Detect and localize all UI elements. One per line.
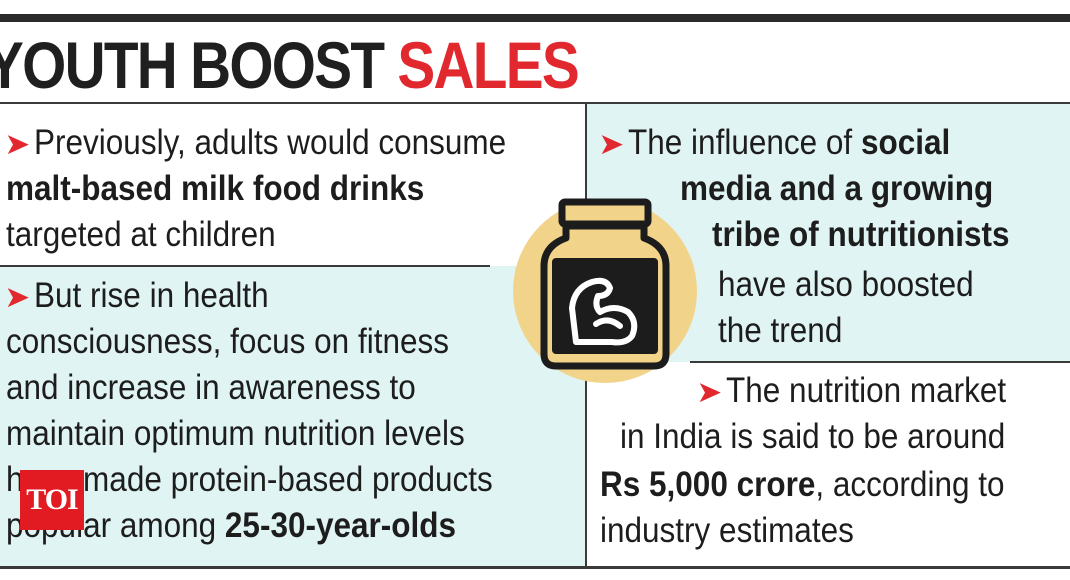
point3-line4: have also boosted [718, 265, 974, 304]
point3-line3: tribe of nutritionists [712, 215, 1010, 254]
left-row-divider [0, 265, 490, 267]
point4-line2: in India is said to be around [620, 417, 1006, 456]
arrow-bullet-icon: ➤ [598, 128, 625, 161]
arrow-bullet-icon: ➤ [4, 128, 31, 161]
point1-line1: ➤ Previously, adults would consume [4, 120, 506, 168]
point4-line1: ➤ The nutrition market [696, 368, 1006, 416]
point1-line2: malt-based milk food drinks [6, 169, 425, 208]
point2-line4: maintain optimum nutrition levels [6, 414, 465, 453]
point3-line2: media and a growing [680, 169, 994, 208]
panel-market-size [587, 362, 1070, 566]
protein-jar-icon [510, 196, 700, 386]
panel-previous-consumption [0, 104, 585, 266]
point2-line2: consciousness, focus on fitness [6, 322, 449, 361]
point2-line1: ➤ But rise in health [4, 273, 269, 321]
headline: YOUTH BOOST SALES [0, 28, 580, 102]
point3-line1: ➤ The influence of social [598, 120, 950, 168]
title-rule [0, 102, 1070, 104]
flexed-arm-icon [569, 277, 638, 346]
bottom-rule [0, 566, 1070, 569]
point2-line5: have made protein-based products [6, 460, 493, 499]
arrow-bullet-icon: ➤ [696, 376, 723, 409]
point2-line3: and increase in awareness to [6, 368, 416, 407]
headline-main: YOUTH BOOST [0, 28, 385, 102]
toi-logo: TOI [20, 470, 84, 530]
point1-line3: targeted at children [6, 215, 276, 254]
point4-line4: industry estimates [600, 511, 854, 550]
top-rule [0, 14, 1070, 22]
point4-line3: Rs 5,000 crore, according to [600, 465, 1005, 504]
right-row-divider [690, 361, 1070, 363]
arrow-bullet-icon: ➤ [4, 281, 31, 314]
headline-accent: SALES [397, 28, 579, 102]
point3-line5: the trend [718, 311, 843, 350]
panel-health-consciousness [0, 266, 585, 566]
